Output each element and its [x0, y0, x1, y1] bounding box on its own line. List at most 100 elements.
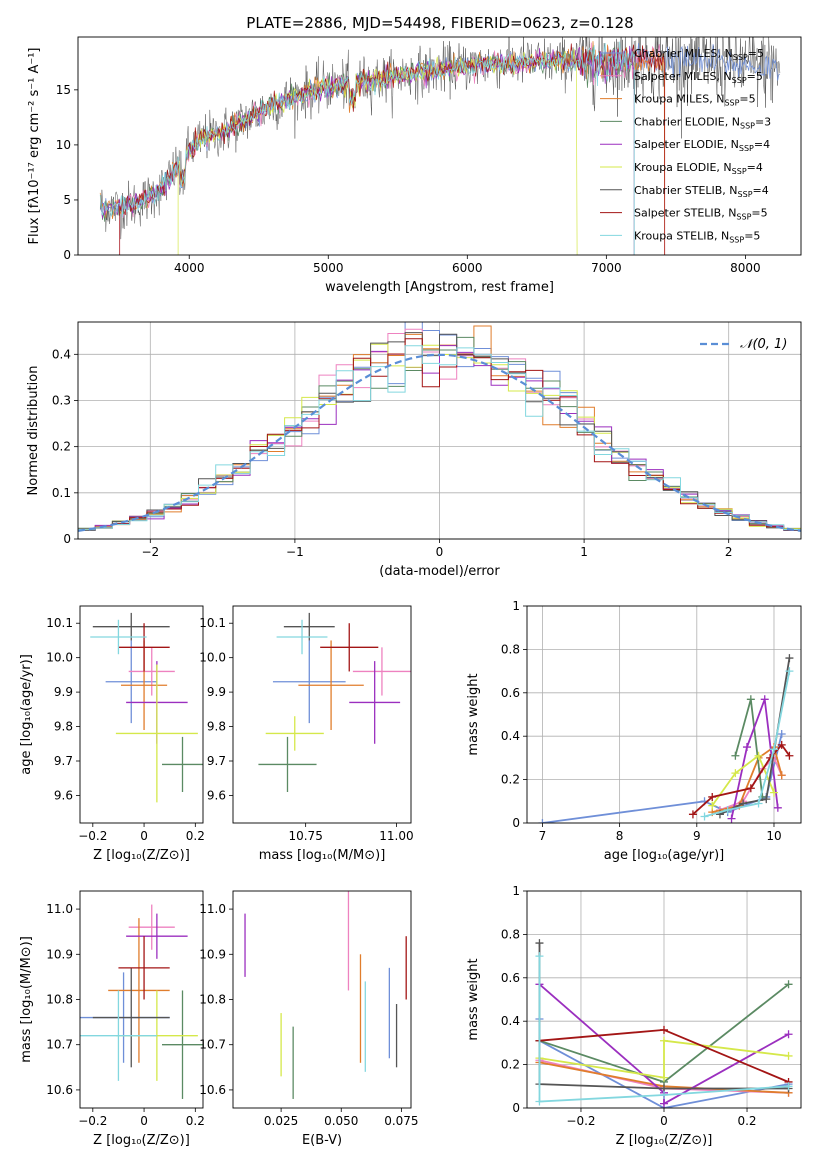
weight-series-kroupa_stelib [535, 952, 793, 1106]
axes-frame [232, 605, 412, 824]
x-tick-label: 0.2 [186, 1114, 205, 1128]
legend-label-salpeter_stelib: Salpeter STELIB, NSSP=5 [634, 207, 768, 222]
histogram-kroupa_stelib [78, 345, 801, 539]
y-tick-label: 9.7 [54, 754, 73, 768]
axes-frame [526, 890, 802, 1109]
weight-marker [660, 1073, 668, 1082]
errorbar-point-chabrier_elodie [162, 990, 203, 1099]
errorbar-point-kroupa_miles [108, 918, 170, 1063]
weight-series-kroupa_stelib [700, 667, 794, 821]
legend-label-salpeter_elodie: Salpeter ELODIE, NSSP=4 [634, 138, 770, 153]
y-tick-label: 0.2 [501, 1058, 520, 1072]
x-tick-label: 8 [616, 829, 624, 843]
y-axis-label: age [log₁₀(age/yr)] [19, 654, 34, 775]
x-tick-label: −0.2 [78, 829, 107, 843]
y-tick-label: 1 [512, 884, 520, 898]
weight-marker [777, 740, 786, 749]
weight-marker [754, 799, 763, 808]
y-tick-label: 9.8 [207, 720, 226, 734]
y-tick-label: 1 [512, 599, 520, 613]
errorbar-point-salpeter_miles [128, 904, 175, 950]
x-tick-label: 0.075 [384, 1114, 418, 1128]
y-tick-label: 0.2 [52, 440, 71, 454]
y-tick-label: 0.4 [501, 729, 520, 743]
errorbar-point-salpeter_stelib [320, 623, 379, 672]
y-axis-label: Normed distribution [26, 366, 41, 496]
y-tick-label: 10.7 [199, 1038, 226, 1052]
x-tick-label: −0.2 [78, 1114, 107, 1128]
errorbar-point-kroupa_miles [298, 640, 364, 730]
x-tick-label: 5000 [313, 261, 344, 275]
y-tick-label: 9.6 [54, 788, 73, 802]
x-tick-label: −1 [286, 545, 304, 559]
y-tick-label: 0.4 [52, 347, 71, 361]
plot-area [535, 939, 793, 1108]
errorbar-point-chabrier_stelib [92, 612, 170, 641]
errorbar-point-kroupa_elodie [115, 664, 198, 803]
y-tick-label: 10.1 [46, 616, 73, 630]
weight-marker [746, 695, 755, 704]
x-tick-label: 6000 [452, 261, 483, 275]
weight-line [539, 1039, 789, 1079]
y-tick-label: 10.1 [199, 616, 226, 630]
y-tick-label: 0.1 [52, 486, 71, 500]
weight-line [538, 956, 789, 1103]
weight-marker [785, 667, 794, 676]
weight-marker [777, 771, 786, 780]
y-tick-label: 10.6 [199, 1083, 226, 1097]
y-tick-label: 9.7 [207, 754, 226, 768]
mass_vs_z-chart: −0.2 0 0.2 10.6 10.7 10.8 10.9 11.0 Z [log₁₀(Z/Z… [19, 890, 205, 1148]
normal-reference-curve [78, 353, 801, 532]
legend-label-chabrier_miles: Chabrier MILES, NSSP=5 [634, 47, 764, 62]
age_vs_mass-chart: 10.75 11.00 9.6 9.7 9.8 9.9 10.0 10.1 mass [log₁… [199, 605, 414, 863]
weight-marker [785, 654, 794, 663]
weight-marker [660, 1025, 668, 1034]
y-tick-label: 0 [63, 532, 71, 546]
y-tick-label: 11.0 [199, 902, 226, 916]
weight-line [730, 698, 779, 819]
plot-area [80, 904, 203, 1099]
x-tick-label: −0.2 [566, 1114, 595, 1128]
weight-marker [660, 1036, 668, 1045]
axes-frame [79, 890, 204, 1109]
x-axis-label: Z [log₁₀(Z/Z⊙)] [93, 848, 190, 863]
x-axis-label: mass [log₁₀(M/M⊙)] [259, 848, 386, 863]
x-tick-label: 8000 [730, 261, 761, 275]
axes-frame [77, 321, 802, 540]
x-tick-label: 0.2 [737, 1114, 756, 1128]
y-tick-label: 10.9 [46, 947, 73, 961]
weight-line [692, 743, 791, 815]
legend-label-kroupa_miles: Kroupa MILES, NSSP=5 [634, 93, 756, 108]
weight-marker [688, 810, 697, 819]
x-axis-label: E(B-V) [302, 1133, 342, 1148]
x-tick-label: 10.75 [288, 829, 322, 843]
y-tick-label: 9.9 [207, 685, 226, 699]
x-axis-label: Z [log₁₀(Z/Z⊙)] [616, 1133, 713, 1148]
y-tick-label: 10.0 [46, 651, 73, 665]
weight-marker [727, 814, 736, 823]
weight-marker [746, 784, 755, 793]
errorbar-point-kroupa_elodie [265, 716, 324, 751]
weight-marker [762, 795, 771, 804]
errorbar-point-chabrier_elodie [258, 736, 317, 792]
x-axis-label: wavelength [Angstrom, rest frame] [325, 280, 554, 295]
y-tick-label: 10.8 [46, 993, 73, 1007]
errorbar-point-chabrier_stelib [92, 967, 170, 1068]
spectrum-legend: Chabrier MILES, NSSP=5 Salpeter MILES, NS… [600, 47, 771, 244]
weight-series-salpeter_stelib [688, 740, 794, 819]
weight-marker [769, 788, 778, 797]
x-tick-label: 0.2 [186, 829, 205, 843]
spectrum-line-kroupa_elodie [177, 48, 578, 255]
weight-marker [660, 1099, 668, 1108]
errorbar-point-kroupa_stelib [80, 990, 157, 1081]
y-tick-label: 10.7 [46, 1038, 73, 1052]
errorbar-point-chabrier_miles [105, 640, 157, 724]
residuals-chart: −2 −1 0 1 2 0 0.1 0.2 0.3 0.4 (data-model)/error No… [26, 321, 802, 579]
errorbar-point-kroupa_stelib [90, 619, 147, 655]
axes-frame [526, 605, 802, 824]
figure-title: PLATE=2886, MJD=54498, FIBERID=0623, z=0… [246, 14, 633, 32]
weight-marker [760, 695, 769, 704]
weight-marker [535, 952, 544, 961]
